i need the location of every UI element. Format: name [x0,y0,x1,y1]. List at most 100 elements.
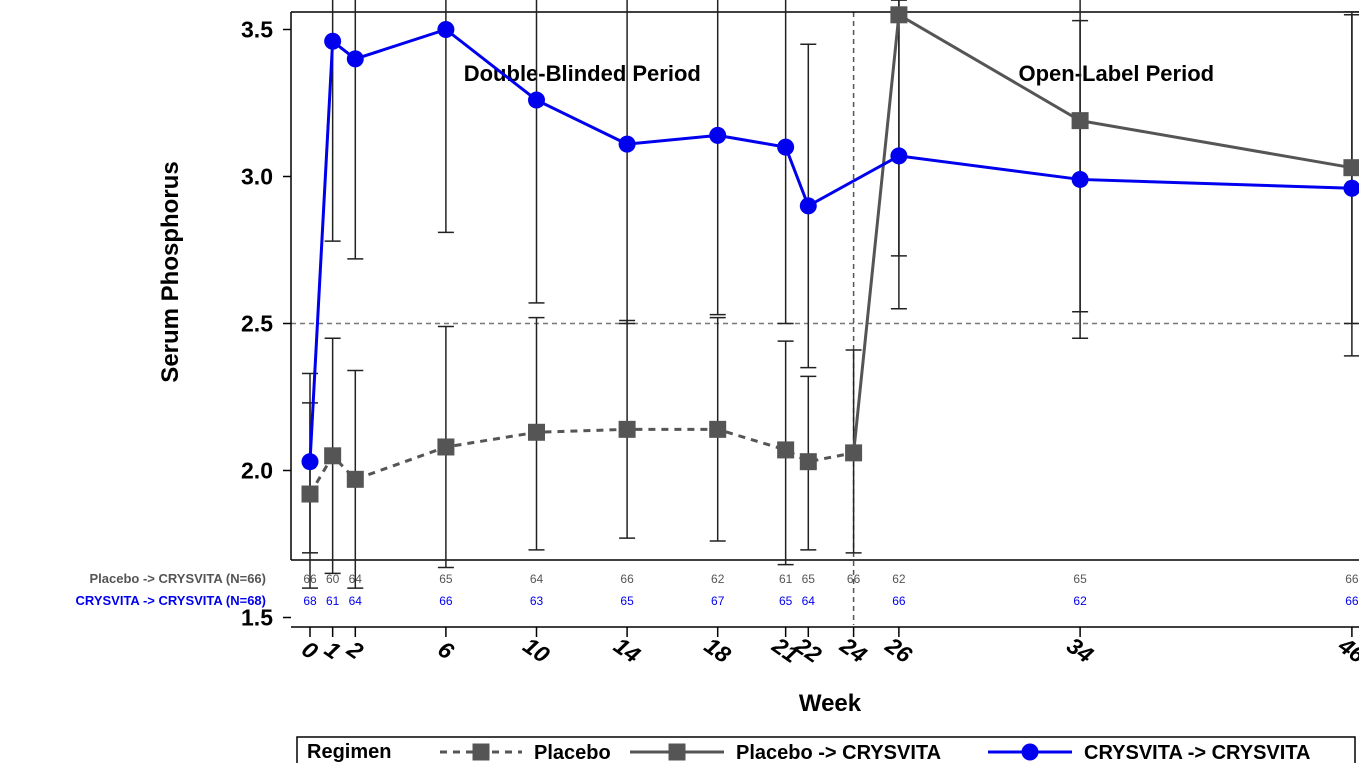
data-point-crysvita-crysvita-week-14 [618,135,636,153]
data-point-crysvita-crysvita-week-10 [528,91,545,109]
at-risk-count-week-26: 66 [892,594,906,608]
x-tick-label: 26 [880,631,917,668]
data-point-crysvita-crysvita-week-22 [799,197,817,215]
data-point-crysvita-crysvita-week-21 [777,138,795,156]
legend-label-crysvita-crysvita: CRYSVITA -> CRYSVITA [1084,742,1311,763]
at-risk-row-label-placebo-crysvita-n-66: Placebo -> CRYSVITA (N=66) [89,571,266,586]
data-point-placebo-week-0 [301,485,319,503]
at-risk-count-week-34: 65 [1073,572,1087,586]
legend-symbol-placebo-crysvita [630,743,724,761]
x-tick-label: 0 [297,636,323,665]
at-risk-count-week-2: 64 [349,572,363,586]
data-point-placebo-week-14 [618,420,636,438]
x-tick-label: 34 [1062,632,1098,668]
error-bar-crysvita-crysvita-week-14 [619,0,636,325]
at-risk-count-week-0: 66 [303,572,317,586]
at-risk-table: Placebo -> CRYSVITA (N=66) 66 60 64 65 64 66 62… [76,571,1359,608]
x-tick-label: 14 [609,632,645,668]
legend-symbol-crysvita-crysvita [988,743,1072,761]
y-tick-label: 2.5 [241,311,273,337]
legend-marker [668,743,686,761]
at-risk-count-week-14: 65 [620,594,634,608]
legend-label-placebo-crysvita: Placebo -> CRYSVITA [736,742,941,763]
at-risk-count-week-21: 65 [779,594,793,608]
data-point-crysvita-crysvita-week-26 [890,147,908,165]
data-point-crysvita-crysvita-week-6 [437,21,455,38]
at-risk-count-week-2: 64 [349,594,363,608]
legend-marker [1021,743,1039,761]
x-tick-label: 6 [433,636,459,665]
x-tick-label: 10 [519,632,555,668]
reference-lines [291,12,1359,625]
at-risk-count-week-34: 62 [1073,594,1087,608]
at-risk-count-week-10: 63 [530,594,544,608]
at-risk-count-week-24: 66 [847,572,861,586]
y-tick-label: 3.0 [241,164,273,190]
at-risk-count-week-0: 68 [303,594,317,608]
legend-symbol-placebo [440,743,522,761]
error-bar-crysvita-crysvita-week-2 [347,0,364,260]
data-point-placebo-week-2 [346,470,364,488]
at-risk-count-week-18: 62 [711,572,725,586]
legend-title: Regimen [307,741,391,763]
plot-frame [290,11,1359,628]
error-bar-crysvita-crysvita-week-10 [528,0,545,304]
x-tick-label: 24 [835,631,872,668]
legend-marker [472,743,490,761]
at-risk-count-week-1: 61 [326,594,340,608]
data-point-placebo-week-6 [437,438,455,456]
at-risk-count-week-22: 64 [802,594,816,608]
y-tick-label: 2.0 [241,458,273,484]
at-risk-count-week-6: 65 [439,572,453,586]
at-risk-count-week-6: 66 [439,594,453,608]
at-risk-count-week-21: 61 [779,572,793,586]
data-point-placebo-week-18 [709,420,727,438]
series-lines [308,12,1353,495]
y-axis-ticks: 1.52.02.53.03.54.04.55.0 [241,17,291,631]
data-point-placebo-week-24 [845,444,863,462]
at-risk-count-week-22: 65 [802,572,816,586]
y-tick-label: 1.5 [241,605,273,631]
data-point-crysvita-crysvita-week-46 [1343,179,1359,197]
at-risk-count-week-14: 66 [620,572,634,586]
at-risk-count-week-18: 67 [711,594,725,608]
x-tick-label: 1 [320,636,345,665]
y-tick-label: 3.5 [241,17,273,43]
data-point-placebo-week-10 [528,423,545,441]
error-bar-crysvita-crysvita-week-18 [709,0,726,316]
data-point-crysvita-crysvita-week-34 [1071,170,1089,188]
data-point-crysvita-crysvita-week-2 [346,50,364,68]
x-tick-label: 22 [790,631,827,668]
series-markers [301,6,1359,503]
data-point-crysvita-crysvita-week-18 [709,126,727,144]
x-axis-title: Week [799,690,862,717]
data-point-placebo-week-22 [799,453,817,471]
error-bars [302,0,1359,589]
legend: Regimen Placebo Placebo -> CRYSVITA CRYS… [296,736,1356,763]
data-point-placebo-crysvita-week-46 [1343,159,1359,177]
at-risk-count-week-26: 62 [892,572,906,586]
error-bar-crysvita-crysvita-week-0 [302,372,318,589]
series-line-crysvita-crysvita [308,27,1352,462]
at-risk-count-week-1: 60 [326,572,340,586]
y-axis-title: Serum Phosphorus [157,161,184,382]
x-tick-label: 18 [700,632,736,668]
data-point-placebo-crysvita-week-26 [890,6,908,24]
x-tick-label: 2 [342,635,368,664]
period-label-open-label: Open-Label Period [1019,61,1215,86]
data-point-placebo-crysvita-week-34 [1071,112,1089,130]
legend-label-placebo: Placebo [534,742,611,763]
legend-box [296,736,1356,763]
data-point-crysvita-crysvita-week-0 [301,453,319,471]
at-risk-row-label-crysvita-crysvita-n-68: CRYSVITA -> CRYSVITA (N=68) [76,593,266,608]
at-risk-count-week-10: 64 [530,572,544,586]
at-risk-count-week-46: 66 [1345,594,1359,608]
x-tick-label: 46 [1333,631,1359,668]
period-label-double-blinded: Double-Blinded Period [464,61,701,86]
data-point-placebo-week-21 [777,441,795,459]
data-point-placebo-week-1 [324,447,342,465]
series-line-placebo-crysvita [852,12,1353,454]
at-risk-count-week-46: 66 [1345,572,1359,586]
